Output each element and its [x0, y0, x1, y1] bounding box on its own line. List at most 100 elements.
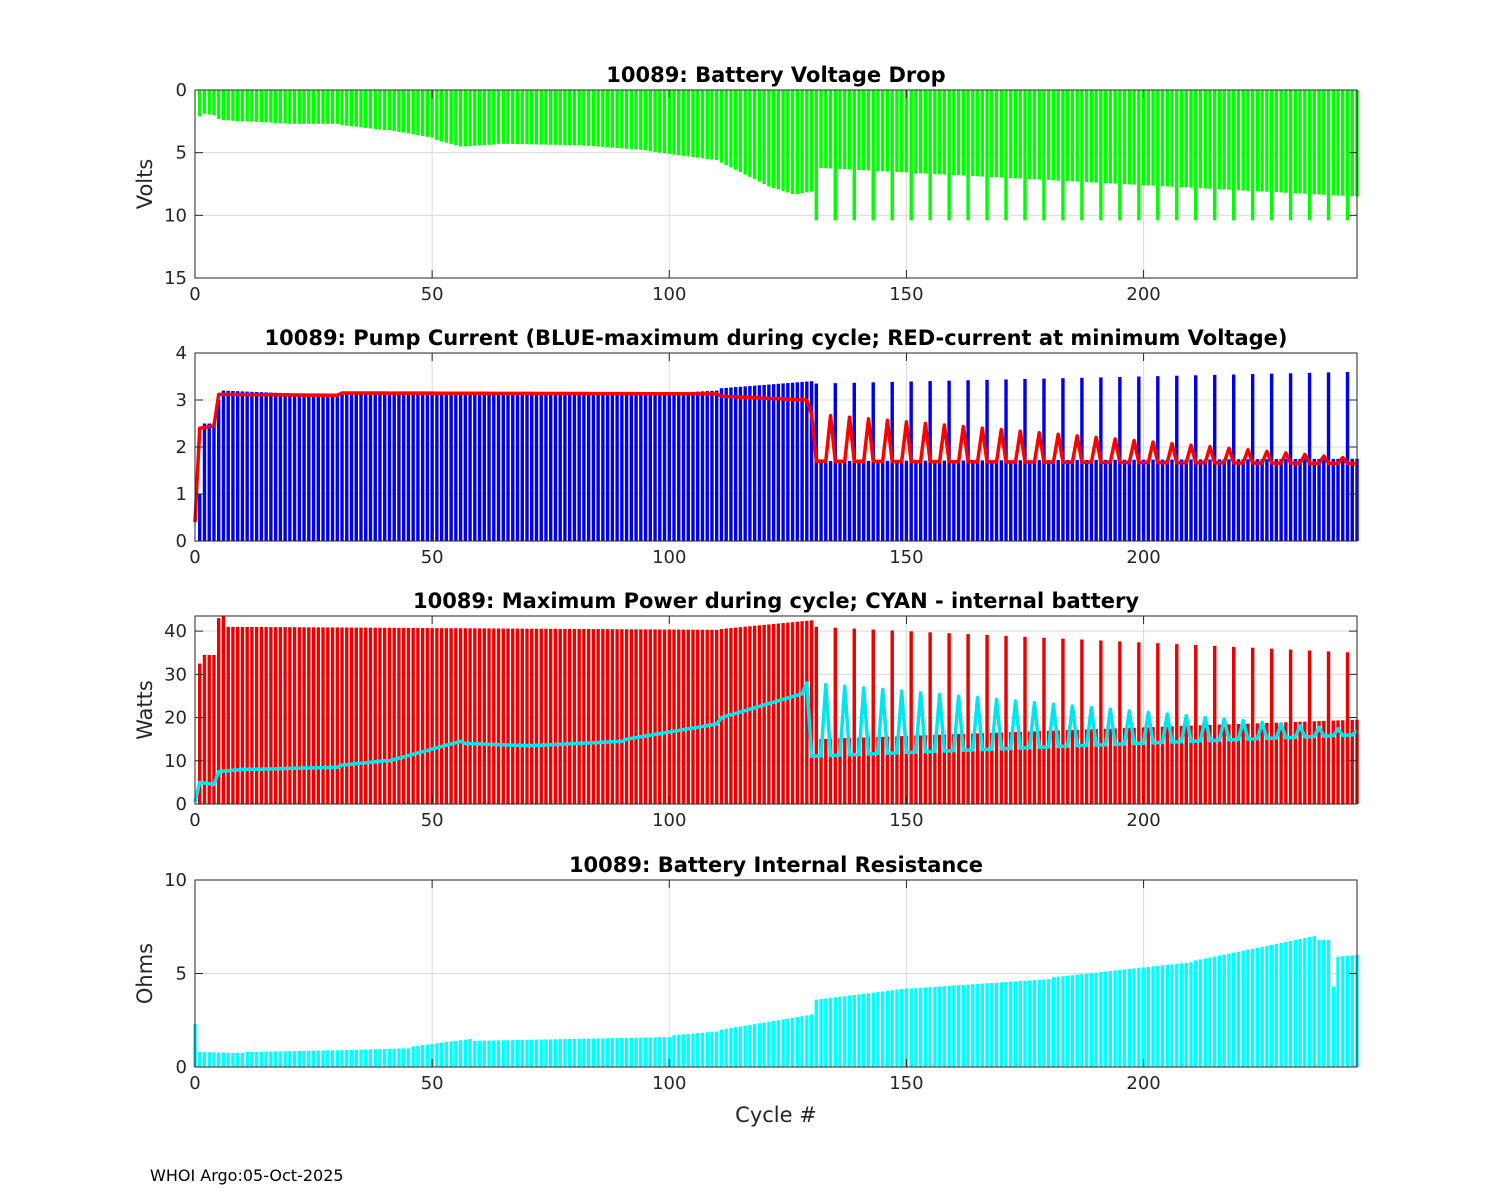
- bar: [1250, 948, 1255, 1067]
- bar: [330, 90, 335, 124]
- bar: [662, 629, 667, 804]
- bar: [430, 1043, 434, 1067]
- bar: [425, 392, 430, 541]
- bar: [814, 999, 819, 1067]
- bar: [824, 461, 828, 541]
- bar: [705, 391, 709, 541]
- bar: [1146, 966, 1151, 1067]
- bar: [596, 90, 600, 147]
- bar: [297, 90, 302, 124]
- bar: [994, 90, 999, 178]
- bar: [838, 90, 842, 169]
- bar: [691, 90, 695, 158]
- bar: [307, 1050, 311, 1067]
- bar: [411, 392, 415, 541]
- bar: [1331, 986, 1335, 1067]
- bar: [1170, 726, 1174, 804]
- bar: [610, 629, 615, 804]
- bar: [947, 633, 951, 804]
- bar: [392, 90, 396, 131]
- bar: [634, 392, 638, 541]
- bar: [549, 628, 553, 804]
- bar: [1165, 964, 1169, 1067]
- bar: [1118, 970, 1122, 1067]
- bar: [1132, 459, 1136, 541]
- bar: [1061, 638, 1065, 804]
- bar: [833, 90, 837, 221]
- bar: [454, 90, 458, 146]
- bar: [572, 628, 577, 804]
- bar: [311, 627, 316, 804]
- bar: [743, 1025, 747, 1067]
- bar: [1127, 459, 1132, 541]
- bar: [847, 90, 852, 170]
- bar: [1345, 372, 1350, 541]
- bar: [971, 460, 975, 541]
- bar: [458, 392, 463, 541]
- bar: [340, 90, 344, 126]
- bar: [250, 626, 254, 804]
- bar: [624, 629, 629, 804]
- bar: [392, 1048, 396, 1067]
- bar: [1189, 725, 1193, 804]
- bar: [458, 1040, 463, 1067]
- bar: [292, 393, 297, 541]
- x-tick-label: 50: [421, 810, 444, 831]
- bar: [506, 90, 510, 144]
- bar: [1279, 942, 1283, 1067]
- bar: [373, 627, 377, 804]
- bar: [1222, 459, 1226, 541]
- y-tick-label: 10: [164, 870, 187, 891]
- bar: [435, 392, 439, 541]
- bar: [980, 90, 985, 177]
- bar: [1198, 959, 1203, 1067]
- bar: [866, 460, 871, 541]
- bar: [686, 90, 690, 157]
- bar: [790, 622, 795, 804]
- bar: [700, 1032, 705, 1067]
- bar: [1288, 373, 1293, 541]
- bar: [1065, 730, 1070, 804]
- bar: [1075, 459, 1079, 541]
- x-tick-label: 0: [189, 547, 200, 568]
- chart-title: 10089: Maximum Power during cycle; CYAN …: [413, 589, 1139, 613]
- bar: [838, 460, 842, 541]
- bar: [1009, 90, 1013, 179]
- bar: [904, 988, 909, 1067]
- bar: [416, 1045, 420, 1067]
- bar: [1326, 651, 1331, 804]
- bar: [1170, 964, 1174, 1067]
- bar: [1065, 460, 1070, 541]
- bar: [1051, 977, 1056, 1067]
- bar: [520, 628, 524, 804]
- bar: [1255, 723, 1260, 804]
- bar: [805, 620, 809, 804]
- bar: [439, 1042, 444, 1067]
- bar: [1118, 641, 1122, 804]
- bar: [349, 1049, 354, 1067]
- bar: [1284, 722, 1288, 804]
- bar: [658, 1037, 662, 1067]
- bar: [1307, 372, 1312, 541]
- bar: [373, 392, 377, 541]
- bar: [1108, 459, 1113, 541]
- bar: [904, 90, 909, 173]
- bar: [1260, 90, 1264, 192]
- bar: [667, 392, 671, 541]
- bar: [482, 628, 487, 804]
- bar: [525, 1039, 529, 1067]
- bar: [1156, 643, 1160, 804]
- bar: [217, 90, 221, 119]
- bar: [582, 629, 586, 804]
- bar: [653, 392, 657, 541]
- bar: [899, 460, 904, 541]
- bar: [506, 1040, 510, 1067]
- bar: [1103, 728, 1108, 804]
- bar: [738, 627, 743, 804]
- bar: [667, 90, 671, 154]
- bar: [1018, 981, 1022, 1067]
- bar: [1056, 730, 1060, 804]
- bar: [629, 392, 634, 541]
- bar: [956, 90, 961, 176]
- bar: [752, 625, 757, 804]
